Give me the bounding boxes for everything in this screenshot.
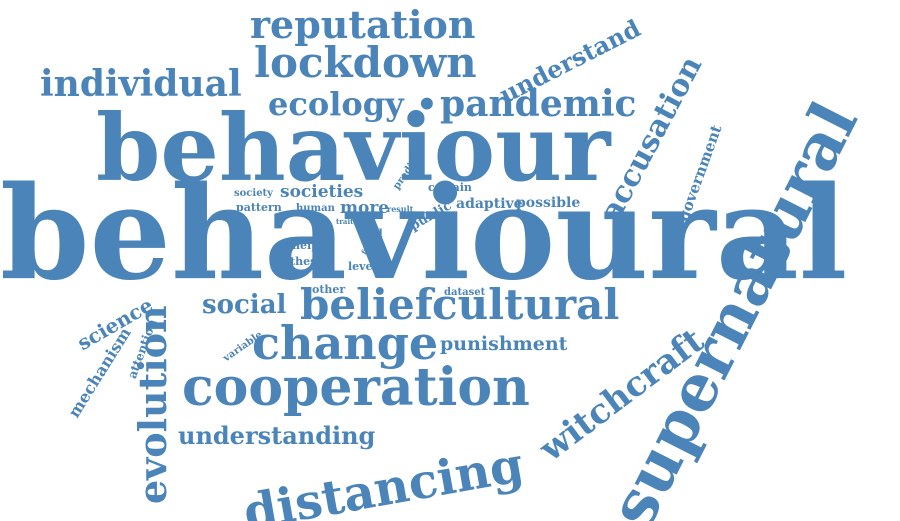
word-level: level: [348, 260, 377, 273]
word-societies: societies: [280, 182, 364, 202]
word-understanding: understanding: [178, 421, 376, 450]
word-behavioural: behavioural: [0, 159, 848, 309]
word-distancing: distancing: [239, 436, 528, 521]
word-change: change: [252, 316, 439, 370]
word-more: more: [340, 198, 390, 218]
word-social: social: [202, 290, 287, 320]
word-cooperation: cooperation: [182, 357, 530, 418]
word-society: society: [234, 188, 273, 199]
word-human: human: [296, 203, 335, 214]
word-evolution: evolution: [130, 305, 175, 504]
word-god: god: [360, 227, 383, 240]
word-lockdown: lockdown: [254, 38, 477, 87]
word-trait: trait: [336, 217, 354, 226]
word-belief: belief: [300, 280, 433, 329]
word-individual: individual: [40, 63, 242, 105]
word-adaptive: adaptive: [456, 196, 523, 212]
word-pattern: pattern: [236, 201, 282, 214]
word-other: other: [312, 283, 346, 296]
word-result: result: [387, 204, 414, 214]
word-punishment: punishment: [440, 333, 568, 355]
word-dot: •: [416, 85, 438, 125]
word-cultural: cultural: [432, 280, 620, 329]
word-ecology: ecology: [268, 85, 404, 123]
word-thesis: thesis: [290, 255, 327, 268]
word-certain: certain: [428, 181, 472, 194]
word-reputation: reputation: [250, 2, 476, 47]
word-behaviour: behaviour: [96, 94, 611, 202]
word-dataset: dataset: [444, 287, 486, 298]
word-possible: possible: [516, 195, 581, 211]
word-help: help: [292, 239, 319, 252]
word-pandemic: pandemic: [440, 83, 637, 125]
